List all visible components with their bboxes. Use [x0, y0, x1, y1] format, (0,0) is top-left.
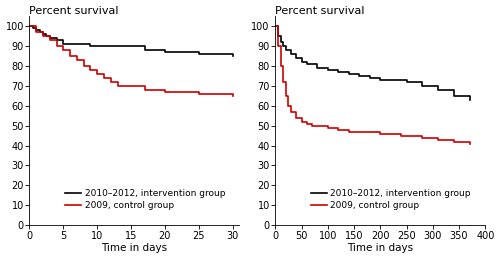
Text: Percent survival: Percent survival: [276, 5, 365, 16]
X-axis label: Time in days: Time in days: [347, 243, 414, 254]
Legend: 2010–2012, intervention group, 2009, control group: 2010–2012, intervention group, 2009, con…: [310, 189, 471, 210]
X-axis label: Time in days: Time in days: [102, 243, 168, 254]
Legend: 2010–2012, intervention group, 2009, control group: 2010–2012, intervention group, 2009, con…: [65, 189, 225, 210]
Text: Percent survival: Percent survival: [30, 5, 119, 16]
